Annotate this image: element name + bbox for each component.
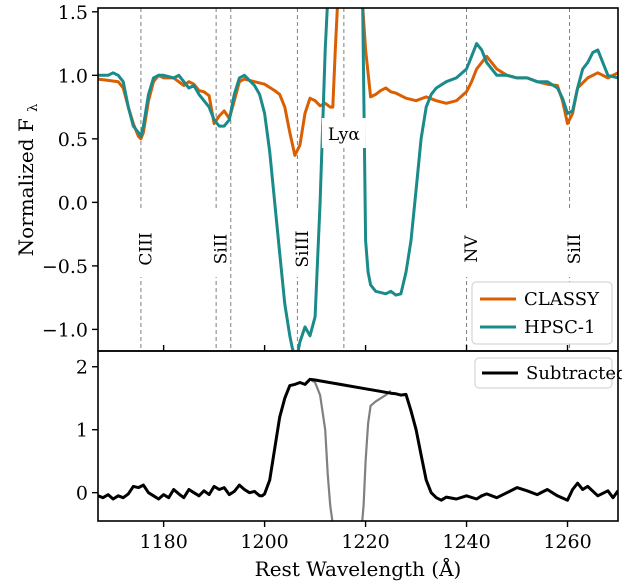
bottom-x-ticks: 1180 1200 1220 1240 1260 xyxy=(139,521,592,553)
y-tick-label: 0 xyxy=(76,483,88,505)
series-line-subtracted xyxy=(98,377,618,502)
marker-label-nv: NV xyxy=(462,235,482,263)
x-tick-label: 1220 xyxy=(341,531,389,553)
top-x-ticks xyxy=(162,345,569,351)
top-y-axis-label: Normalized F λ xyxy=(14,104,41,257)
marker-label-siiii: SiIII xyxy=(293,230,313,267)
bottom-plot-frame xyxy=(97,350,619,522)
bottom-series xyxy=(98,377,618,521)
legend-label-hpsc: HPSC-1 xyxy=(524,317,595,338)
top-panel: −1.0 −0.5 0.0 0.5 1.0 1.5 Normalized F λ CLAS… xyxy=(14,2,619,352)
x-axis-label: Rest Wavelength (Å) xyxy=(255,556,462,581)
bottom-y-ticks: 0 1 2 xyxy=(76,357,98,505)
marker-label-lya: Lyα xyxy=(328,125,361,145)
series-line-classy xyxy=(98,8,618,157)
top-series xyxy=(98,8,618,351)
top-legend: CLASSY HPSC-1 xyxy=(471,281,613,345)
y-tick-label: −1.0 xyxy=(42,319,88,341)
y-tick-label: 1.0 xyxy=(58,65,88,87)
marker-label-bg xyxy=(454,209,479,277)
series-line-hpsc-1 xyxy=(98,8,618,351)
marker-label-bg xyxy=(128,209,153,277)
x-tick-label: 1240 xyxy=(442,531,490,553)
marker-label-bg xyxy=(285,209,310,277)
marker-label-ciii: CIII xyxy=(136,232,156,265)
series-line-gray xyxy=(309,378,334,521)
y-tick-label: 1 xyxy=(76,420,88,442)
legend-label-classy: CLASSY xyxy=(524,289,600,310)
bottom-panel: 0 1 2 1180 1200 1220 1240 1260 Subtracted Rest… xyxy=(76,350,622,581)
marker-label-siii: SiII xyxy=(565,234,585,265)
svg-text:Normalized F λ: Normalized F λ xyxy=(14,104,41,257)
ylabel-main: Normalized F xyxy=(14,118,38,256)
x-tick-label: 1260 xyxy=(543,531,591,553)
bottom-legend-box xyxy=(474,357,613,389)
series-line-gray xyxy=(361,389,392,521)
marker-label-bg xyxy=(321,118,366,148)
top-y-ticks: −1.0 −0.5 0.0 0.5 1.0 1.5 xyxy=(42,2,98,341)
marker-label-siii: SiII xyxy=(212,234,232,265)
x-tick-label: 1200 xyxy=(240,531,288,553)
y-tick-label: 2 xyxy=(76,357,88,379)
y-tick-label: 1.5 xyxy=(58,2,88,24)
bottom-legend: Subtracted xyxy=(474,357,622,389)
marker-label-bg xyxy=(204,209,229,277)
y-tick-label: 0.0 xyxy=(58,192,88,214)
marker-label-bg xyxy=(557,209,582,277)
ylabel-sub: λ xyxy=(26,104,41,112)
line-markers xyxy=(140,8,571,351)
legend-label-subtracted: Subtracted xyxy=(526,363,622,384)
x-tick-label: 1180 xyxy=(139,531,187,553)
y-tick-label: −0.5 xyxy=(42,256,88,278)
y-tick-label: 0.5 xyxy=(58,129,88,151)
